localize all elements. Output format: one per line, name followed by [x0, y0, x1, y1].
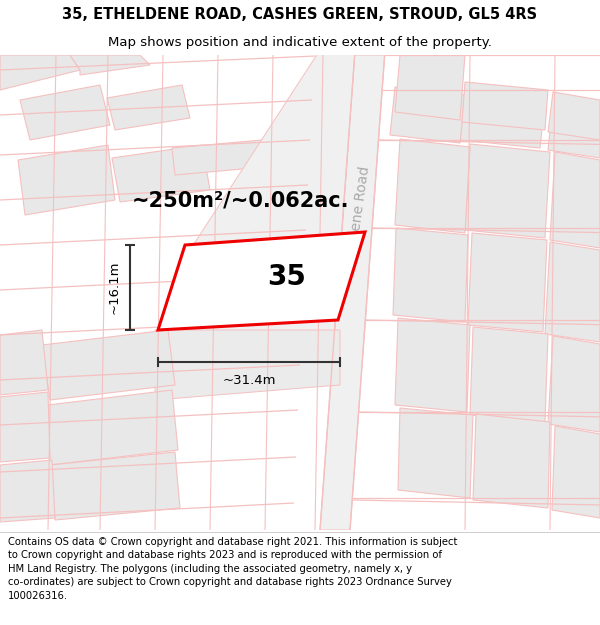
Polygon shape [462, 82, 548, 130]
Polygon shape [20, 85, 110, 140]
Polygon shape [0, 330, 48, 395]
Polygon shape [398, 408, 473, 498]
Text: Etheldene Road: Etheldene Road [343, 165, 372, 275]
Polygon shape [320, 55, 385, 530]
Polygon shape [42, 330, 175, 400]
Polygon shape [48, 390, 178, 465]
Polygon shape [107, 85, 190, 130]
Polygon shape [548, 336, 600, 432]
Polygon shape [155, 50, 355, 370]
Polygon shape [112, 145, 210, 202]
Polygon shape [552, 426, 600, 518]
Polygon shape [473, 414, 550, 508]
Polygon shape [155, 330, 340, 400]
Polygon shape [172, 140, 265, 175]
Polygon shape [395, 139, 470, 233]
Polygon shape [470, 327, 548, 422]
Polygon shape [395, 55, 465, 120]
Polygon shape [545, 242, 600, 342]
Polygon shape [50, 452, 180, 520]
Polygon shape [0, 55, 80, 90]
Polygon shape [70, 55, 150, 75]
Text: Contains OS data © Crown copyright and database right 2021. This information is : Contains OS data © Crown copyright and d… [8, 537, 457, 601]
Polygon shape [393, 228, 468, 322]
Text: Map shows position and indicative extent of the property.: Map shows position and indicative extent… [108, 36, 492, 49]
Polygon shape [18, 145, 115, 215]
Polygon shape [390, 87, 465, 143]
Text: 35, ETHELDENE ROAD, CASHES GREEN, STROUD, GL5 4RS: 35, ETHELDENE ROAD, CASHES GREEN, STROUD… [62, 8, 538, 22]
Polygon shape [0, 392, 50, 462]
Polygon shape [395, 318, 470, 412]
Text: 35: 35 [267, 262, 306, 291]
Polygon shape [548, 102, 600, 158]
Polygon shape [550, 152, 600, 248]
Text: ~250m²/~0.062ac.: ~250m²/~0.062ac. [131, 190, 349, 210]
Polygon shape [460, 92, 545, 148]
Polygon shape [548, 92, 600, 140]
Polygon shape [0, 460, 55, 522]
Text: ~16.1m: ~16.1m [107, 261, 121, 314]
Polygon shape [468, 233, 547, 332]
Text: ~31.4m: ~31.4m [222, 374, 276, 386]
Polygon shape [465, 144, 550, 238]
Polygon shape [158, 232, 365, 330]
Polygon shape [158, 232, 365, 330]
